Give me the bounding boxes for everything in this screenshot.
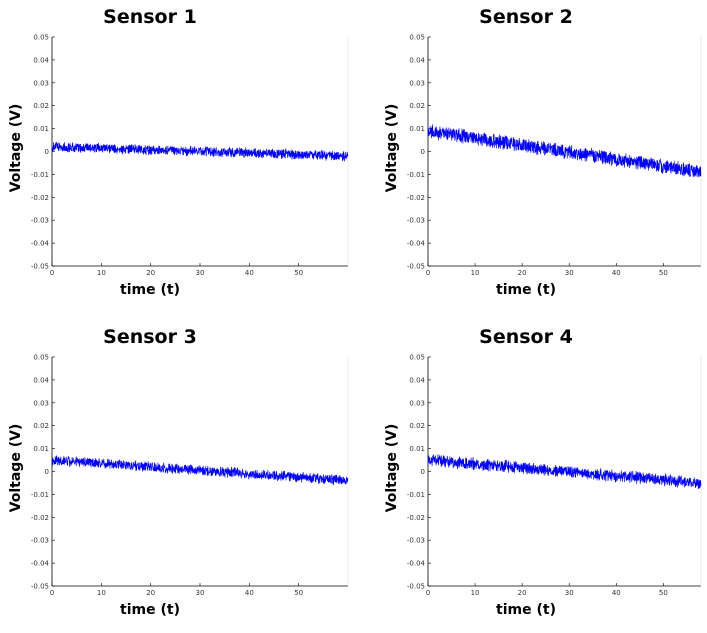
x-tick-label: 40 — [612, 589, 621, 597]
y-tick-label: 0 — [45, 148, 49, 156]
x-tick-label: 20 — [518, 269, 527, 277]
plot-area: 0.05 0.04 0.03 0.02 0.01 0 -0.01 -0.02 -0.03 -0.0… — [407, 34, 702, 277]
y-tick-label: 0.05 — [409, 354, 425, 362]
y-tick-label: -0.03 — [407, 537, 425, 545]
x-tick-label: 20 — [518, 589, 527, 597]
plot-area: 0.05 0.04 0.03 0.02 0.01 0 -0.01 -0.02 -0.03 -0.0… — [407, 354, 702, 597]
y-tick-label: -0.05 — [31, 263, 49, 271]
x-axis-label: time (t) — [120, 602, 180, 618]
x-tick-label: 40 — [245, 589, 254, 597]
x-axis-label: time (t) — [496, 602, 556, 618]
y-tick-label: -0.03 — [31, 537, 49, 545]
chart-title: Sensor 3 — [103, 326, 197, 348]
y-tick-label: -0.01 — [31, 171, 49, 179]
x-tick-label: 30 — [565, 589, 574, 597]
y-tick-label: 0.03 — [33, 399, 49, 407]
y-tick-label: 0.04 — [33, 56, 49, 64]
y-tick-label: -0.02 — [407, 194, 425, 202]
chart-title: Sensor 2 — [479, 6, 573, 28]
x-axis-label: time (t) — [120, 282, 180, 298]
y-tick-label: 0 — [45, 468, 49, 476]
x-tick-label: 50 — [659, 269, 668, 277]
chart-panel-sensor-2: Sensor 2 Voltage (V) time (t) 0.05 0.04 0.… — [376, 0, 707, 313]
x-tick-label: 10 — [471, 269, 480, 277]
x-tick-label: 50 — [659, 589, 668, 597]
x-tick-label: 0 — [50, 269, 54, 277]
signal-line — [427, 454, 702, 489]
y-tick-label: -0.01 — [407, 491, 425, 499]
y-tick-label: -0.03 — [407, 217, 425, 225]
x-tick-label: 40 — [612, 269, 621, 277]
y-tick-label: 0.01 — [409, 125, 425, 133]
chart-panel-sensor-1: Sensor 1 Voltage (V) time (t) 0.05 0.04 0.… — [0, 0, 354, 313]
y-tick-label: -0.05 — [31, 583, 49, 591]
plot-area: 0.05 0.04 0.03 0.02 0.01 0 -0.01 -0.02 -0.03 -0.0… — [31, 354, 349, 597]
x-tick-label: 10 — [97, 589, 106, 597]
y-tick-label: 0.03 — [33, 79, 49, 87]
y-tick-label: -0.02 — [31, 514, 49, 522]
y-tick-label: -0.03 — [31, 217, 49, 225]
chart-panel-sensor-3: Sensor 3 Voltage (V) time (t) 0.05 0.04 0.… — [0, 320, 354, 633]
y-tick-label: 0.04 — [33, 376, 49, 384]
x-tick-label: 20 — [146, 269, 155, 277]
y-tick-label: 0.02 — [409, 102, 425, 110]
x-tick-label: 30 — [565, 269, 574, 277]
x-tick-label: 30 — [196, 589, 205, 597]
y-tick-label: -0.01 — [31, 491, 49, 499]
x-tick-label: 30 — [196, 269, 205, 277]
y-tick-label: 0.02 — [33, 422, 49, 430]
x-tick-label: 0 — [426, 269, 430, 277]
y-tick-label: -0.05 — [407, 583, 425, 591]
y-tick-label: -0.04 — [31, 560, 50, 568]
y-tick-label: 0.04 — [409, 376, 425, 384]
x-tick-label: 40 — [245, 269, 254, 277]
y-tick-label: 0 — [421, 148, 425, 156]
y-tick-label: -0.04 — [407, 240, 426, 248]
plot-area: 0.05 0.04 0.03 0.02 0.01 0 -0.01 -0.02 -0.03 -0.0… — [31, 34, 349, 277]
y-tick-label: 0.04 — [409, 56, 425, 64]
y-tick-label: 0.05 — [33, 34, 49, 42]
signal-line — [51, 455, 349, 486]
signal-line — [427, 124, 702, 178]
y-tick-label: 0.01 — [33, 445, 49, 453]
x-tick-label: 0 — [50, 589, 54, 597]
y-tick-label: 0.02 — [33, 102, 49, 110]
x-tick-label: 10 — [471, 589, 480, 597]
y-tick-label: 0 — [421, 468, 425, 476]
y-tick-label: 0.02 — [409, 422, 425, 430]
y-tick-label: -0.02 — [31, 194, 49, 202]
x-tick-label: 20 — [146, 589, 155, 597]
y-tick-label: 0.01 — [409, 445, 425, 453]
x-tick-label: 50 — [294, 589, 303, 597]
y-tick-label: -0.05 — [407, 263, 425, 271]
y-tick-label: 0.03 — [409, 399, 425, 407]
y-tick-label: -0.04 — [407, 560, 426, 568]
y-tick-label: 0.05 — [409, 34, 425, 42]
y-tick-label: -0.01 — [407, 171, 425, 179]
signal-line — [51, 142, 349, 162]
y-tick-label: 0.03 — [409, 79, 425, 87]
x-tick-label: 0 — [426, 589, 430, 597]
y-tick-label: -0.04 — [31, 240, 50, 248]
y-tick-label: 0.01 — [33, 125, 49, 133]
chart-panel-sensor-4: Sensor 4 Voltage (V) time (t) 0.05 0.04 0.… — [376, 320, 707, 633]
chart-title: Sensor 1 — [103, 6, 197, 28]
y-tick-label: -0.02 — [407, 514, 425, 522]
chart-title: Sensor 4 — [479, 326, 573, 348]
x-axis-label: time (t) — [496, 282, 556, 298]
y-tick-label: 0.05 — [33, 354, 49, 362]
x-tick-label: 50 — [294, 269, 303, 277]
x-tick-label: 10 — [97, 269, 106, 277]
